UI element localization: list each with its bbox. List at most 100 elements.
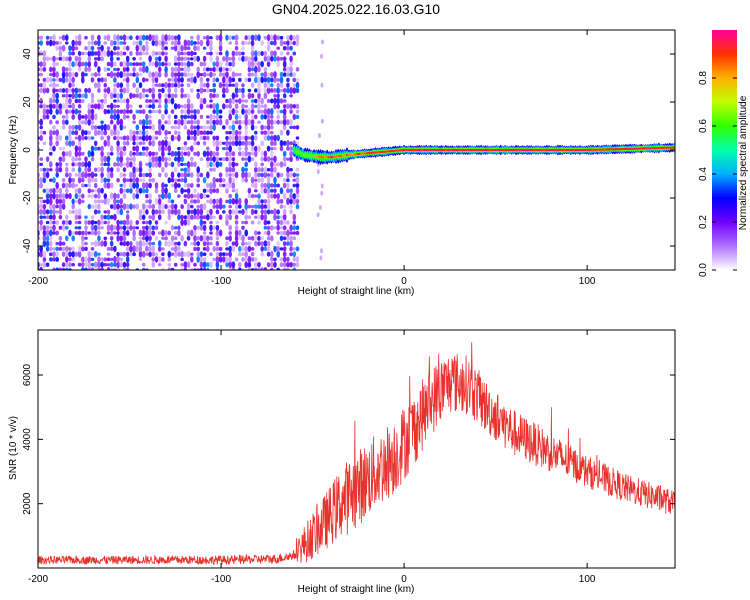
spectrogram-cell — [164, 193, 168, 199]
spectrogram-cell — [129, 150, 133, 158]
spectrogram-cell — [234, 86, 239, 95]
spectrogram-cell — [116, 251, 120, 257]
spectrogram-cell — [286, 235, 290, 241]
spectrogram-cell — [122, 219, 127, 226]
spectrogram-cell — [260, 214, 265, 221]
spectrogram-cell — [279, 161, 284, 168]
spectrogram-cell — [286, 188, 290, 194]
spectrogram-cell — [61, 241, 66, 246]
spectrogram-cell — [263, 103, 268, 109]
spectrogram-cell — [238, 114, 242, 120]
spectrogram-cell — [209, 231, 213, 235]
spectrogram-cell — [141, 61, 146, 67]
spectrogram-cell — [199, 251, 204, 258]
spectrogram-cell — [65, 77, 69, 83]
spectrogram-cell — [270, 77, 274, 83]
spectrogram-cell — [39, 224, 43, 231]
spectrogram-cell — [286, 220, 290, 225]
spectrogram-cell — [145, 241, 149, 246]
spectrogram-cell — [42, 56, 47, 62]
spectrogram-cell — [116, 234, 120, 242]
spectrogram-cell — [266, 176, 271, 184]
spectrogram-cell — [84, 241, 88, 246]
spectrogram-cell — [68, 229, 72, 237]
spectrogram-cell — [71, 250, 75, 258]
spectrogram-cell — [295, 67, 300, 72]
spectrogram-cell — [276, 93, 281, 98]
spectrogram-cell — [173, 245, 178, 253]
spectrogram-cell — [193, 161, 197, 168]
spectrogram-cell — [231, 151, 236, 157]
spectrogram-cell — [141, 93, 146, 99]
spectrogram-cell — [39, 208, 43, 215]
spectrogram-cell — [81, 246, 85, 252]
spectrogram-cell — [266, 76, 271, 83]
spectrogram-cell — [90, 257, 95, 261]
spectrogram-cell — [222, 141, 226, 145]
spectrogram-cell — [81, 183, 85, 188]
spectrogram-cell — [167, 162, 172, 167]
spectrogram-cell — [148, 160, 152, 168]
spectrogram-cell — [116, 140, 120, 147]
spectrogram-cell — [190, 145, 194, 152]
spectrogram-cell — [132, 62, 136, 66]
spectrogram-cell — [263, 188, 268, 194]
spectrogram-cell — [196, 225, 200, 230]
spectrogram-cell — [282, 208, 287, 215]
spectrogram-cell — [257, 76, 261, 84]
spectrogram-cell — [209, 67, 213, 72]
spectrogram-cell — [49, 97, 53, 105]
spectrogram-cell — [279, 262, 284, 268]
spectrogram-cell — [154, 130, 159, 135]
spectrogram-cell — [225, 262, 229, 268]
spectrogram-cell — [157, 209, 162, 214]
spectrogram-cell — [106, 246, 111, 251]
spectrogram-cell — [109, 231, 114, 235]
snr-plot-area — [38, 330, 675, 568]
spectrogram-cell — [93, 60, 98, 68]
spectrogram-cell — [90, 145, 95, 152]
spectrogram-cell — [260, 140, 265, 147]
spectrogram-cell — [125, 135, 130, 141]
spectrogram-cell — [286, 241, 290, 246]
spectrogram-cell — [84, 171, 88, 179]
spectrogram-cell — [215, 103, 220, 110]
spectrogram-cell — [151, 103, 156, 110]
spectrogram-cell — [231, 182, 236, 189]
spectrogram-cell — [68, 247, 72, 251]
spectrogram-cell — [276, 35, 281, 41]
spectrogram-cell — [282, 124, 287, 131]
spectrogram-cell — [270, 261, 274, 268]
spectrogram-cell — [254, 104, 258, 108]
spectrogram-cell — [177, 246, 181, 252]
spectrogram-cell — [141, 214, 146, 220]
spectrogram-cell — [180, 109, 184, 114]
spectrogram-cell — [180, 61, 184, 67]
spectrogram-cell — [173, 262, 178, 267]
spectrogram-cell — [164, 187, 168, 195]
spectrogram-cell — [196, 208, 200, 216]
spectrogram-cell — [125, 76, 130, 83]
spectrogram-cell — [122, 125, 127, 130]
spectrogram-cell — [209, 167, 213, 172]
spectrogram-cell — [257, 120, 261, 124]
spectrogram-cell — [39, 219, 43, 226]
spectrogram-cell — [52, 145, 56, 152]
spectrogram-cell — [273, 166, 277, 173]
spectrogram-cell — [116, 57, 120, 61]
spectrogram-cell — [39, 130, 43, 136]
spectrogram-cell — [231, 124, 236, 131]
spectrogram-cell — [39, 125, 43, 130]
spectrogram-cell — [186, 209, 191, 215]
spectrogram-cell — [93, 250, 98, 258]
spectrogram-cell — [199, 193, 204, 200]
spectrogram-cell — [84, 92, 88, 99]
spectrogram-cell — [244, 104, 248, 108]
spectrogram-cell — [109, 246, 114, 251]
spectrogram-cell — [273, 155, 277, 163]
spectrogram-cell — [206, 77, 210, 82]
spectrogram-cell — [132, 82, 136, 88]
spectrogram-cell — [266, 73, 271, 77]
spectrogram-cell — [266, 41, 271, 45]
